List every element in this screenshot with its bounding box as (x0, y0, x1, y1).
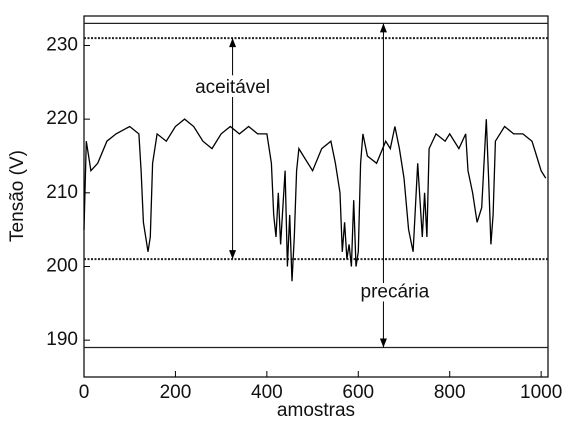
x-tick-label: 1000 (520, 382, 562, 403)
plot-frame (83, 15, 549, 378)
x-tick-label: 600 (342, 382, 374, 403)
arrow-head (229, 250, 237, 260)
x-tick-label: 0 (79, 382, 90, 403)
y-tick-label: 220 (46, 108, 78, 129)
y-tick-label: 230 (46, 34, 78, 55)
data-line (83, 118, 547, 282)
y-tick-label: 200 (46, 256, 78, 277)
y-tick-label: 210 (46, 182, 78, 203)
y-tick-label: 190 (46, 329, 78, 350)
x-tick-label: 200 (160, 382, 192, 403)
x-tick-label: 400 (251, 382, 283, 403)
x-axis-label: amostras (277, 400, 355, 421)
x-tick-label: 800 (434, 382, 466, 403)
arrow-head (229, 38, 237, 48)
arrow-head (379, 23, 387, 33)
annotation: aceitável (195, 77, 270, 98)
arrow-head (379, 338, 387, 348)
y-axis-label: Tensão (V) (7, 150, 28, 242)
annotation: precária (361, 281, 430, 302)
